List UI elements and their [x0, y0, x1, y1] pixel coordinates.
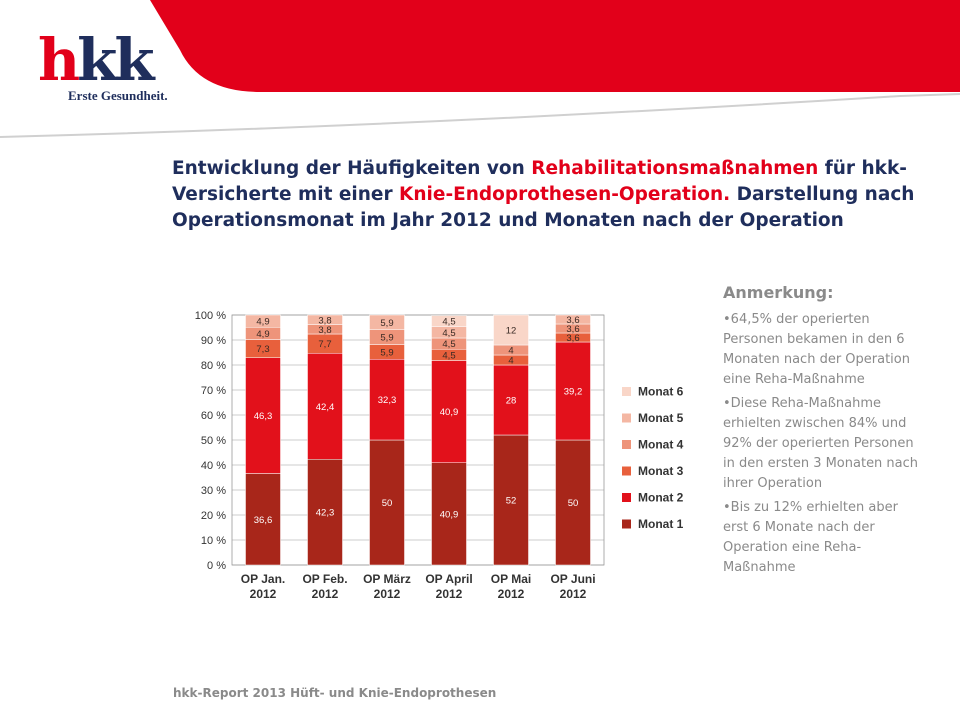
bar-data-label: 4 [508, 346, 513, 357]
bar-segment [307, 459, 343, 566]
y-tick-label: 50 % [201, 435, 226, 447]
bar-data-label: 7,3 [256, 344, 269, 355]
header-red-shape [150, 0, 960, 92]
bar-data-label: 36,6 [254, 515, 273, 526]
bar-segment [555, 439, 591, 566]
legend-label: Monat 1 [638, 517, 684, 531]
remark-title: Anmerkung: [723, 283, 834, 302]
legend-swatch [622, 387, 631, 396]
y-tick-label: 40 % [201, 460, 226, 472]
plot-frame [231, 314, 605, 566]
bar-segment [307, 314, 343, 325]
y-tick-label: 0 % [207, 560, 226, 572]
x-tick-label: OP Mai 2012 [491, 572, 531, 601]
bar-data-label: 28 [506, 396, 517, 407]
legend-label: Monat 3 [638, 464, 684, 478]
legend-label: Monat 5 [638, 411, 684, 425]
bar-segment [307, 353, 343, 460]
bar-data-label: 3,6 [566, 333, 579, 344]
bar-data-label: 32,3 [378, 395, 397, 406]
remark-bullet: •Diese Reha-Maßnahme erhielten zwischen … [723, 396, 919, 491]
bar-data-label: 40,9 [440, 509, 459, 520]
y-tick-label: 20 % [201, 510, 226, 522]
legend-swatch [622, 519, 631, 529]
bar-data-label: 3,6 [566, 315, 579, 326]
bar-data-label: 12 [506, 326, 517, 337]
bar-data-label: 3,8 [318, 315, 331, 326]
bar-data-label: 7,7 [318, 339, 331, 350]
page-title: Entwicklung der Häufigkeiten von Rehabil… [172, 158, 915, 231]
bar-data-label: 5,9 [380, 347, 393, 358]
x-tick-label: OP März 2012 [363, 572, 411, 601]
bar-data-label: 4,5 [442, 350, 455, 361]
header-gray-curve [0, 93, 960, 138]
bar-data-label: 3,8 [318, 325, 331, 336]
remark-panel: Anmerkung: •64,5% der operierten Persone… [723, 283, 923, 582]
stacked-bar-chart: 0 % 10 % 20 % 30 % 40 % 50 % 60 % 70 % 80 % 90 % 1… [195, 310, 684, 601]
y-tick-label: 90 % [201, 335, 226, 347]
x-tick-label: OP Jan. 2012 [241, 572, 285, 601]
bar-segment [493, 314, 529, 346]
logo-tagline: Erste Gesundheit. [68, 88, 168, 103]
bar-data-label: 40,9 [440, 407, 459, 418]
y-tick-label: 80 % [201, 360, 226, 372]
bar-data-label: 46,3 [254, 411, 273, 422]
bar-data-label: 4,9 [256, 329, 269, 340]
logo-letters-kk: kk [77, 26, 154, 94]
bar-segment [555, 314, 591, 325]
legend-label: Monat 2 [638, 491, 684, 505]
legend-swatch [622, 440, 631, 449]
bar-data-label: 42,3 [316, 508, 335, 519]
y-tick-label: 60 % [201, 410, 226, 422]
bar-segment [369, 439, 405, 566]
y-tick-label: 70 % [201, 385, 226, 397]
x-tick-label: OP Feb. 2012 [302, 572, 347, 601]
legend-swatch [622, 493, 631, 502]
bar-data-label: 50 [568, 498, 579, 509]
legend-label: Monat 6 [638, 385, 684, 399]
bar-segment [369, 359, 405, 441]
bar-data-label: 4,9 [256, 317, 269, 328]
y-tick-label: 100 % [195, 310, 226, 322]
bar-data-label: 5,9 [380, 318, 393, 329]
remark-bullet: •64,5% der operierten Personen bekamen i… [723, 312, 910, 387]
bar-data-label: 5,9 [380, 333, 393, 344]
bar-data-label: 42,4 [316, 402, 335, 413]
bar-data-label: 39,2 [564, 387, 583, 398]
bar-data-label: 4,5 [442, 339, 455, 350]
bar-data-label: 4,5 [442, 328, 455, 339]
bar-data-label: 50 [382, 498, 393, 509]
logo-letter-h: h [38, 26, 80, 94]
bar-segment [431, 315, 467, 327]
bar-data-label: 4,5 [442, 317, 455, 328]
bar-segment [431, 360, 467, 463]
legend-swatch [622, 413, 631, 423]
bar-data-label: 3,6 [566, 324, 579, 335]
legend-label: Monat 4 [638, 438, 684, 452]
hkk-logo: hkk Erste Gesundheit. [38, 30, 168, 104]
bar-segment [431, 462, 467, 566]
x-tick-label: OP April 2012 [425, 572, 472, 601]
bar-data-label: 52 [506, 496, 517, 507]
bar-data-label: 4 [508, 356, 513, 367]
legend-swatch [622, 466, 631, 476]
bar-segment [245, 314, 281, 328]
y-tick-label: 10 % [201, 535, 226, 547]
footer-text: hkk-Report 2013 Hüft- und Knie-Endoproth… [173, 686, 497, 700]
y-tick-label: 30 % [201, 485, 226, 497]
header-banner [0, 0, 960, 140]
bar-segment [369, 314, 405, 330]
bar-segment [555, 341, 591, 441]
x-tick-label: OP Juni 2012 [550, 572, 595, 601]
remark-bullet: •Bis zu 12% erhielten aber erst 6 Monate… [723, 500, 898, 575]
